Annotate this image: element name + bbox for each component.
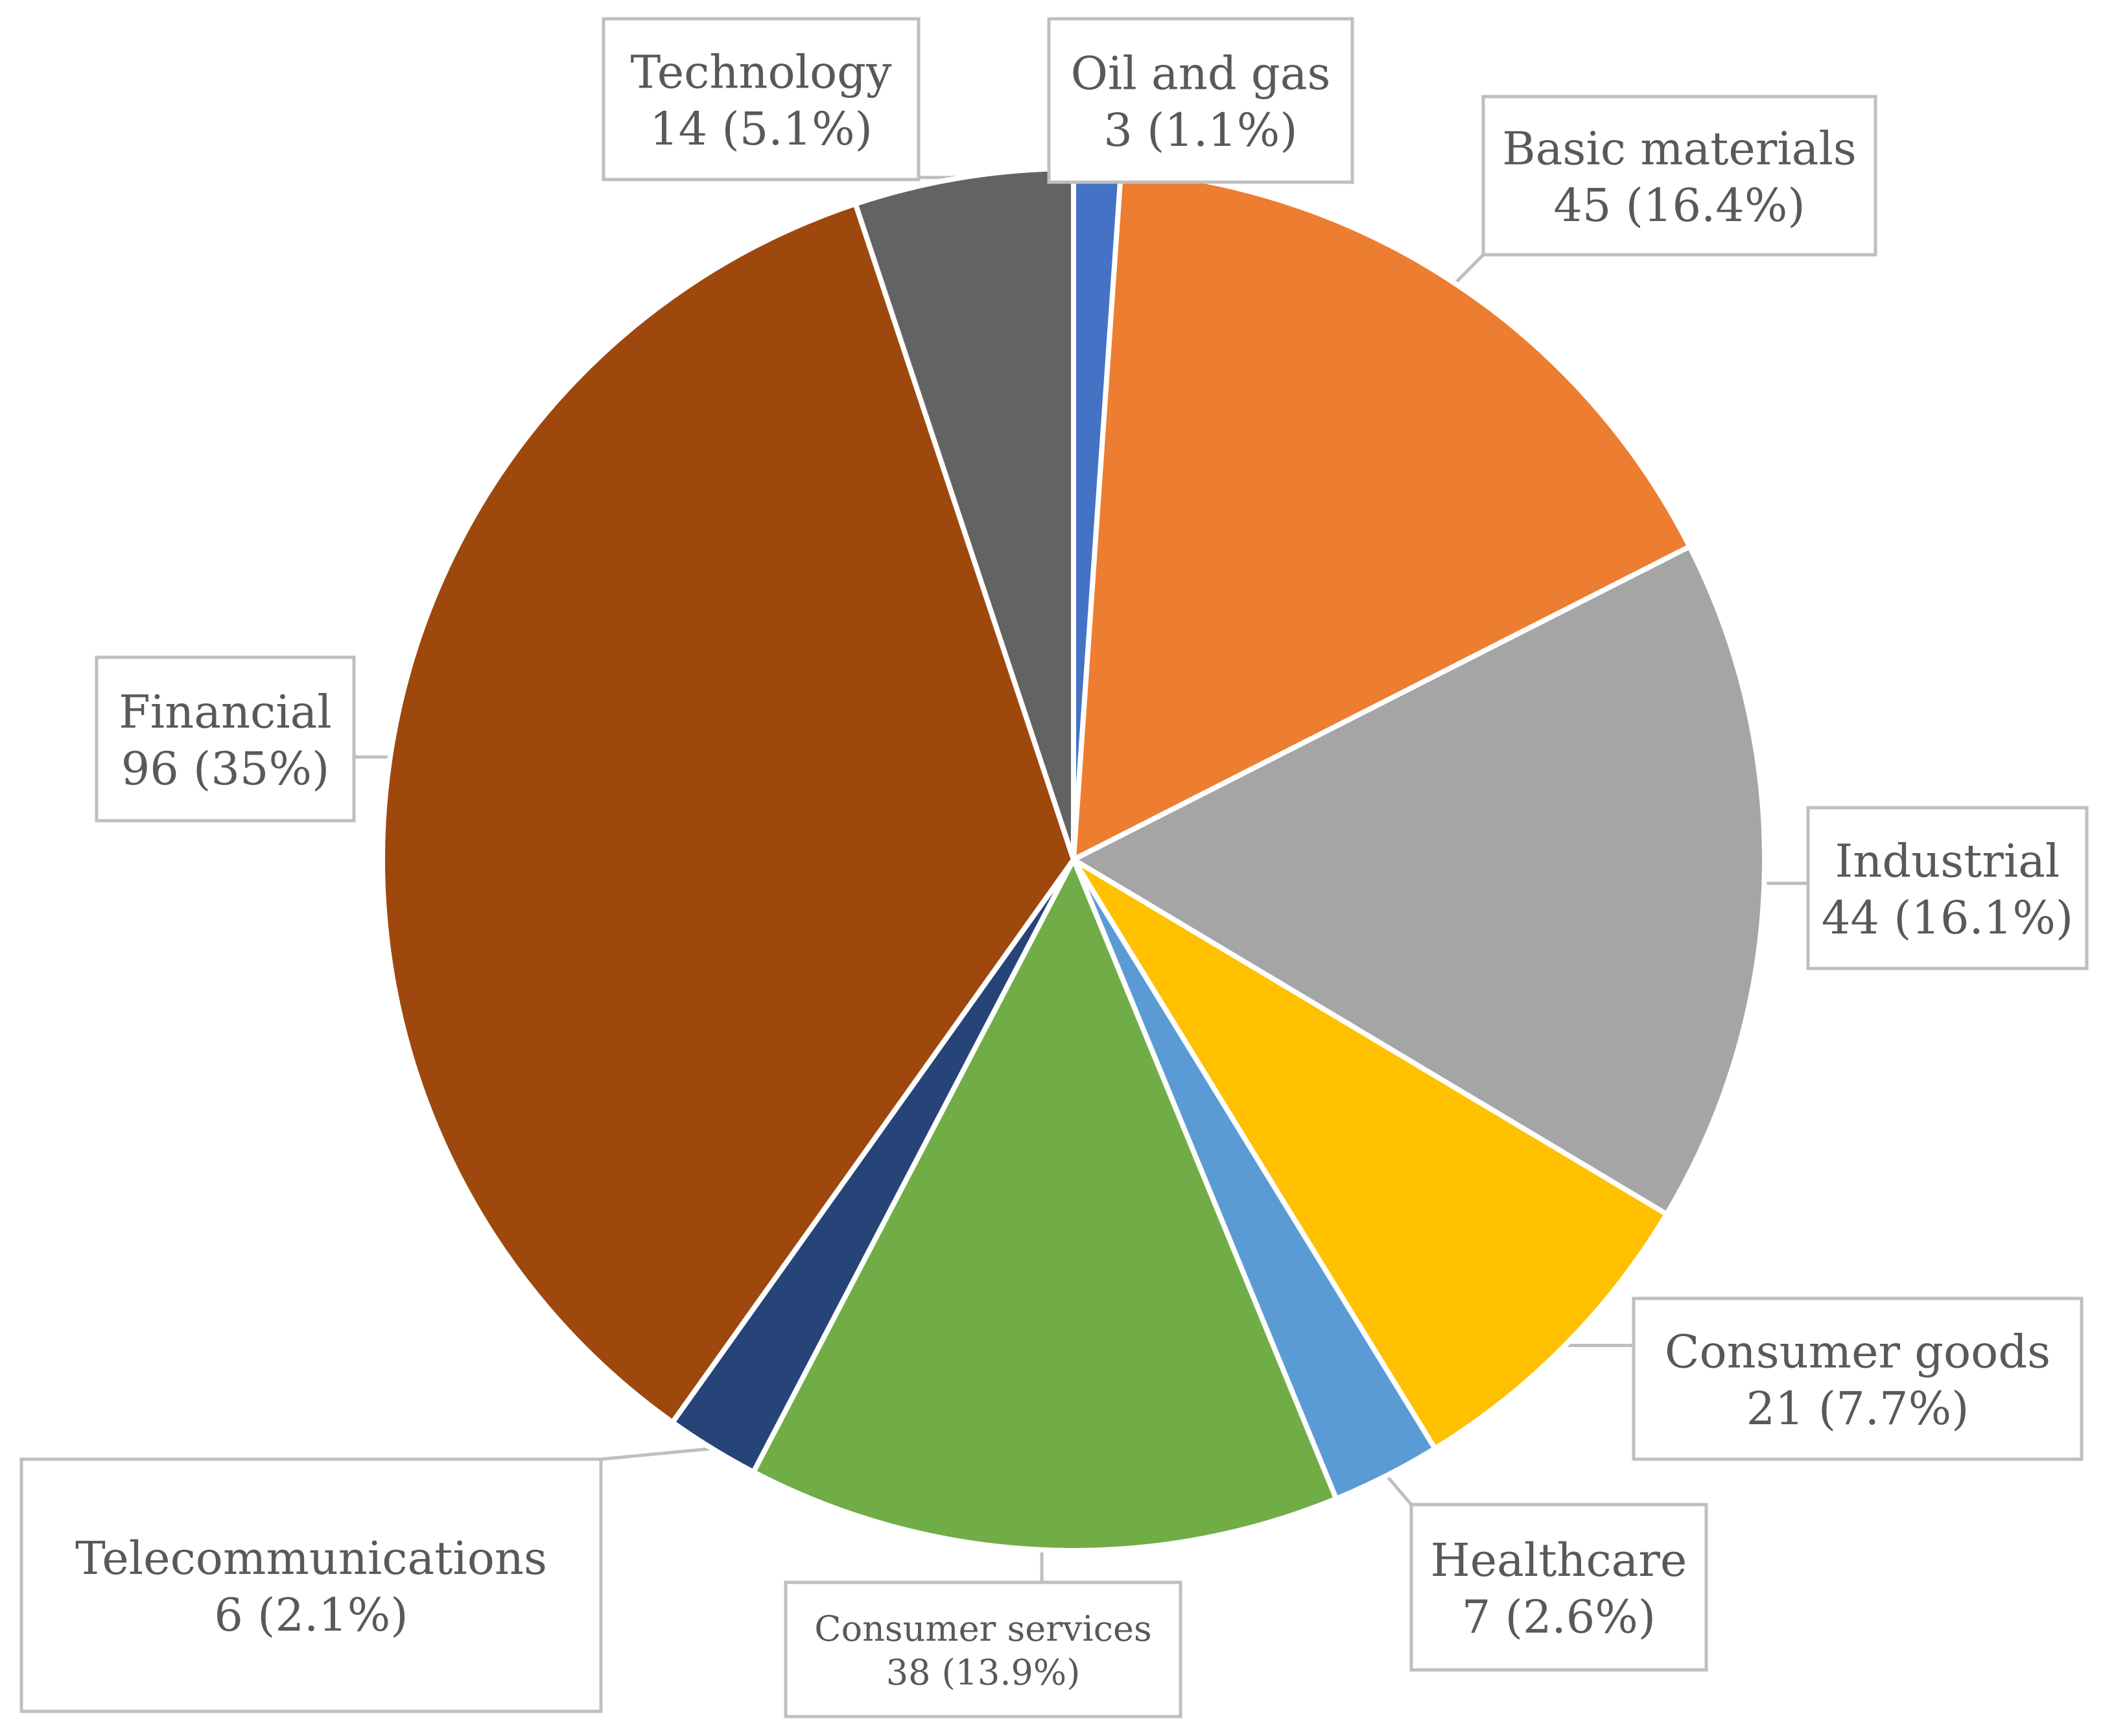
data-label-value: 7 (2.6%) — [1462, 1591, 1656, 1644]
data-label-name: Consumer goods — [1665, 1326, 2050, 1379]
data-label-value: 38 (13.9%) — [886, 1652, 1081, 1693]
callout-box — [1632, 1296, 2084, 1461]
data-label-name: Industrial — [1835, 835, 2060, 888]
pie-slice-consumer-goods — [1071, 857, 1671, 1453]
callout-box — [95, 655, 356, 823]
data-label-value: 96 (35%) — [121, 742, 330, 795]
leader-line — [1453, 253, 1485, 285]
data-label-value: 44 (16.1%) — [1822, 891, 2073, 944]
data-label-name: Technology — [630, 46, 892, 99]
data-label-value: 3 (1.1%) — [1103, 104, 1297, 157]
data-label-value: 14 (5.1%) — [650, 102, 873, 156]
leader-line — [600, 1447, 712, 1461]
data-label-value: 45 (16.4%) — [1553, 179, 1805, 232]
data-label-name: Healthcare — [1431, 1534, 1687, 1587]
leader-line — [1385, 1474, 1413, 1506]
callout-box — [784, 1580, 1182, 1718]
data-label-name: Oil and gas — [1071, 47, 1331, 100]
data-label-name: Consumer services — [814, 1608, 1151, 1649]
callout-box — [1409, 1503, 1708, 1672]
data-label-name: Basic materials — [1502, 123, 1857, 176]
callout-box — [19, 1457, 603, 1713]
pie-slice-consumer-services — [749, 853, 1340, 1553]
callout-box — [1806, 806, 2089, 970]
data-label-value: 21 (7.7%) — [1746, 1382, 1969, 1435]
pie-slice-financial — [380, 200, 1077, 1426]
pie-slice-industrial — [1068, 543, 1767, 1218]
callout-box — [1047, 17, 1354, 184]
callout-box — [1481, 95, 1877, 257]
data-label-name: Financial — [119, 686, 332, 739]
data-label-name: Telecommunications — [75, 1532, 547, 1585]
data-label-value: 6 (2.1%) — [214, 1589, 408, 1642]
callout-box — [602, 17, 921, 182]
